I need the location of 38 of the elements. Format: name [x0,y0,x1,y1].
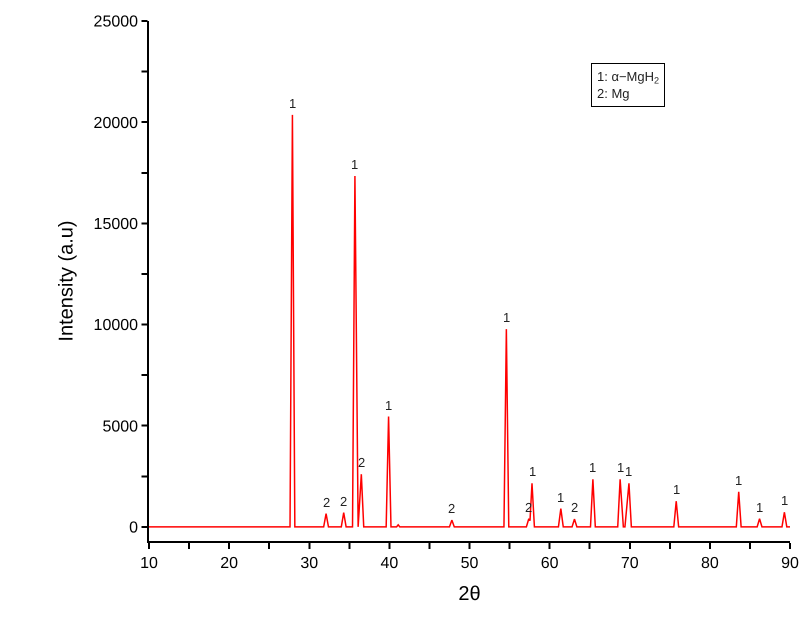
annotation: 1 [589,460,596,475]
y-tick-label: 20000 [94,114,138,132]
y-axis-title: Intensity (a.u) [56,220,78,342]
annotation: 2 [358,455,366,470]
x-axis-title: 2θ [458,582,481,605]
annotation: 1 [781,493,788,508]
x-tick-label: 30 [300,554,318,572]
y-tick-label: 10000 [94,317,138,334]
annotation: 1 [503,310,510,325]
annotation: 1 [529,464,536,479]
annotation: 2: Mg [597,86,630,101]
y-tick-label: 0 [129,519,138,536]
annotation: 2 [323,495,330,510]
annotation: 1 [756,500,764,515]
annotation: 2 [448,501,456,516]
annotation: 1: α−MgH$_{2}$ [597,69,660,86]
x-tick-label: 90 [781,554,799,572]
x-tick-label: 10 [140,554,158,572]
annotation: 1 [617,460,624,475]
y-tick-label: 25000 [94,14,138,31]
x-tick-label: 40 [380,554,398,572]
x-tick-label: 70 [620,554,639,572]
x-tick-label: 50 [460,554,478,572]
x-tick-label: 80 [700,554,719,572]
line-series [149,114,790,528]
annotation: 1 [351,157,358,172]
annotation: 1 [673,482,680,497]
annotation: 1 [385,398,392,413]
annotation: 2 [571,500,578,515]
annotation: 1 [289,96,296,111]
annotation: 1 [735,473,742,488]
x-tick-label: 20 [220,554,238,572]
x-tick-label: 60 [540,554,559,572]
annotation: 1 [625,464,632,479]
y-tick-label: 15000 [94,216,138,233]
y-tick-label: 5000 [102,418,138,436]
annotation: 2 [340,494,348,509]
annotation: 1 [557,490,564,505]
